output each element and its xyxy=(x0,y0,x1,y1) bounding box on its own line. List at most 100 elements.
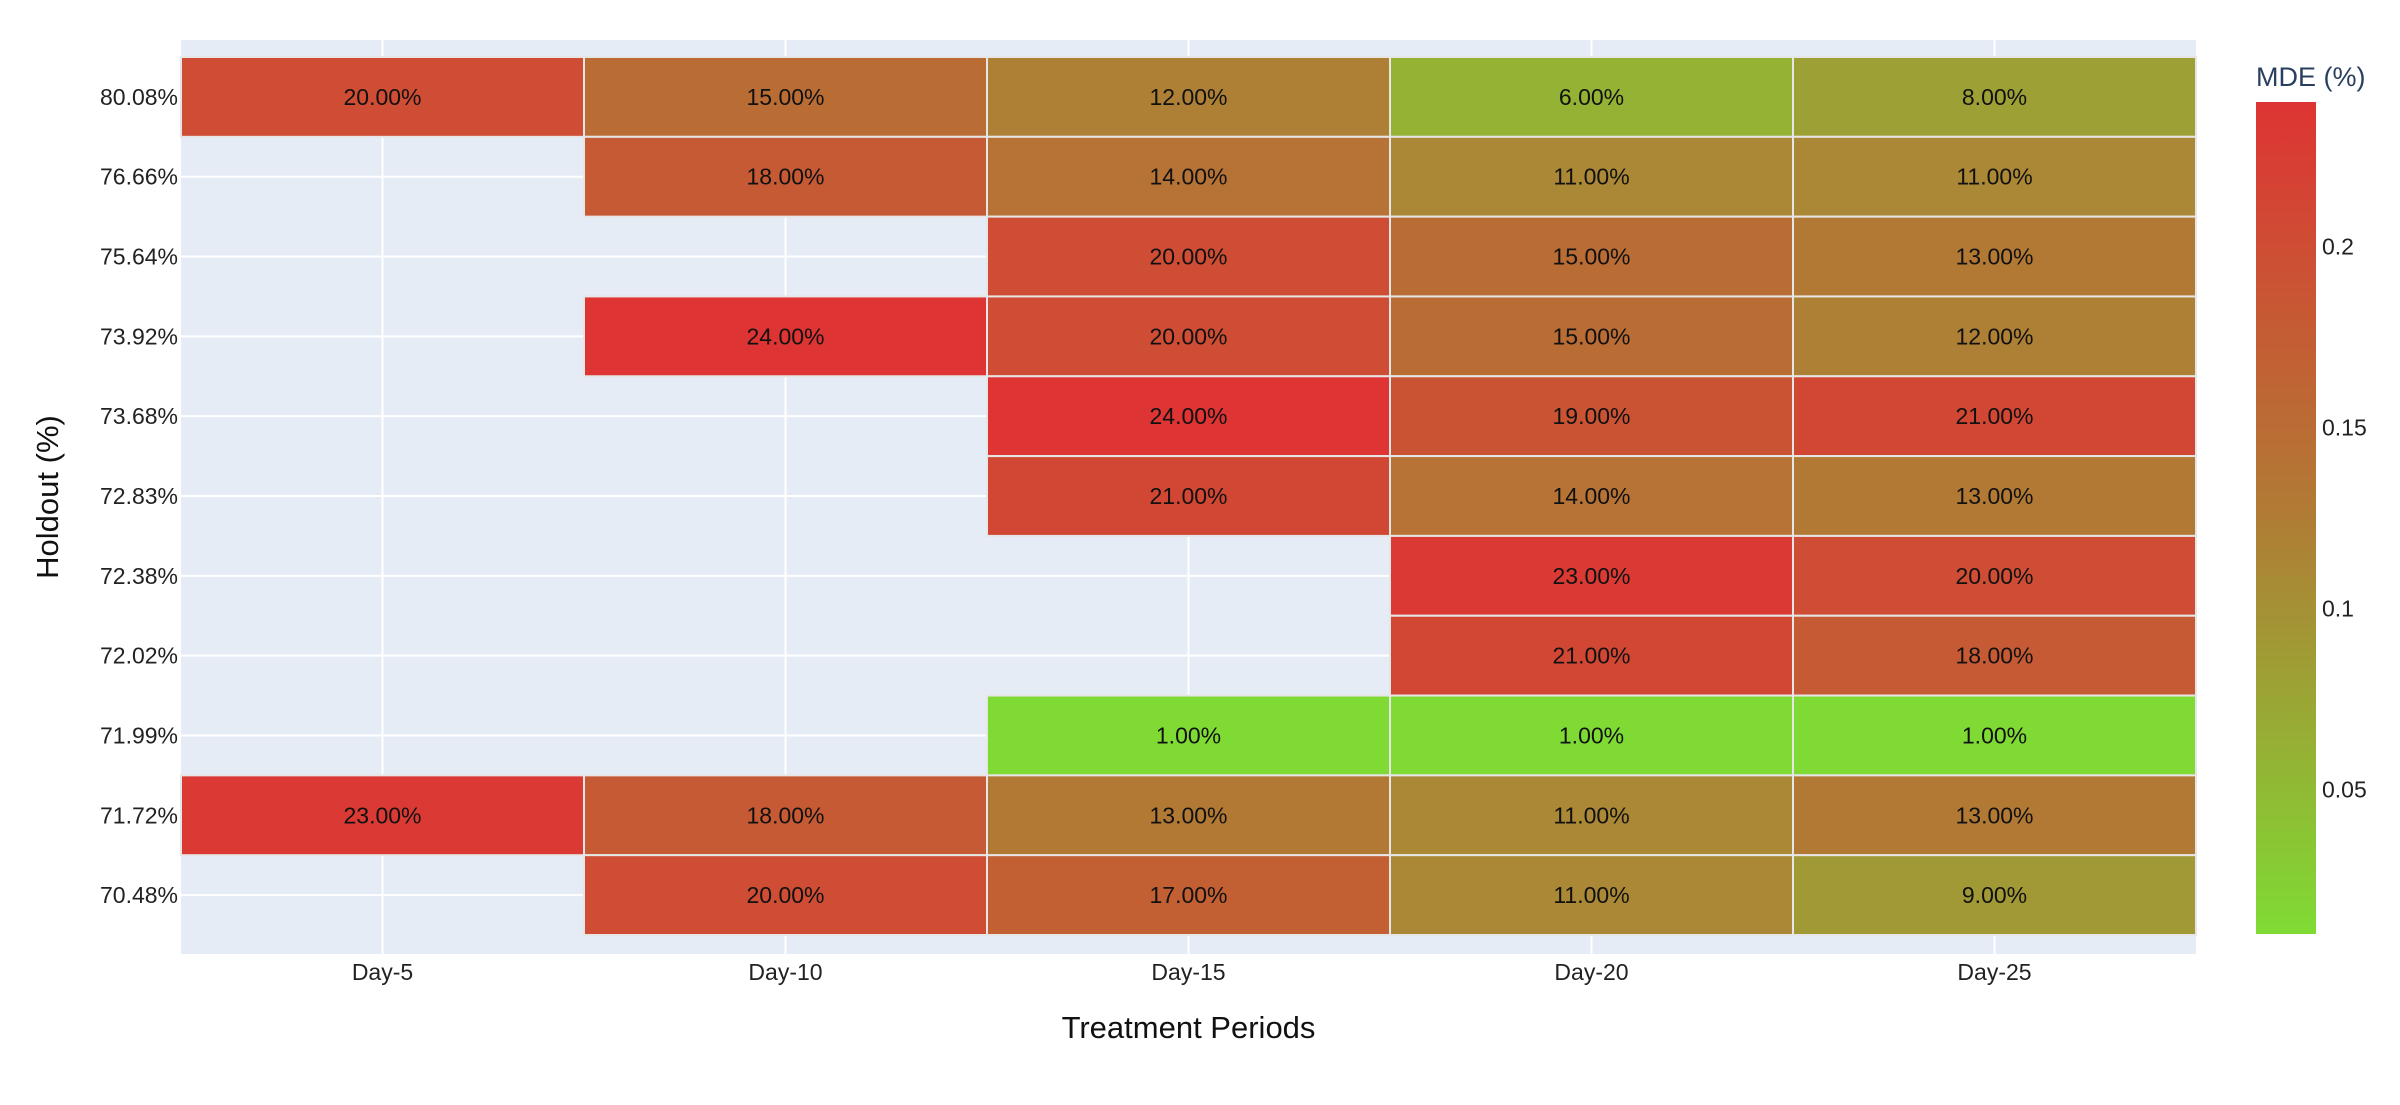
heatmap-cell xyxy=(1389,135,1794,218)
cell-value-label: 15.00% xyxy=(1552,323,1630,349)
heatmap-cell xyxy=(1792,694,2197,777)
cell-value-label: 20.00% xyxy=(1149,323,1227,349)
colorbar-tick-label: 0.1 xyxy=(2322,595,2354,621)
heatmap-cell xyxy=(1792,455,2197,537)
cell-value-label: 11.00% xyxy=(1553,164,1629,190)
y-tick-label: 72.83% xyxy=(100,483,178,509)
cell-value-label: 21.00% xyxy=(1552,643,1630,669)
heatmap-cell xyxy=(1792,295,2197,378)
heatmap-cell xyxy=(986,455,1391,537)
x-tick-label: Day-15 xyxy=(1151,959,1225,985)
heatmap-cell xyxy=(1792,375,2197,458)
cell-value-label: 14.00% xyxy=(1149,164,1227,190)
cell-value-label: 15.00% xyxy=(746,84,824,110)
heatmap-cell xyxy=(1792,215,2197,298)
heatmap-cell xyxy=(180,774,585,857)
heatmap-cell xyxy=(1792,135,2197,218)
cell-value-label: 20.00% xyxy=(1955,563,2033,589)
cell-value-label: 20.00% xyxy=(343,84,421,110)
cell-value-label: 24.00% xyxy=(1149,403,1227,429)
cell-value-label: 13.00% xyxy=(1955,244,2033,270)
cell-value-label: 12.00% xyxy=(1149,84,1227,110)
heatmap-cell xyxy=(1389,215,1794,298)
cell-labels: 20.00% 15.00% 12.00% 6.00% 8.00% 18.00% 14.00%… xyxy=(343,84,2033,908)
y-tick-label: 71.99% xyxy=(100,722,178,748)
cell-value-label: 23.00% xyxy=(1552,563,1630,589)
cell-value-label: 11.00% xyxy=(1956,164,2032,190)
heatmap-cell xyxy=(1389,375,1794,458)
heatmap-cell xyxy=(1389,56,1794,138)
cell-value-label: 21.00% xyxy=(1955,403,2033,429)
cell-value-label: 21.00% xyxy=(1149,483,1227,509)
colorbar xyxy=(2256,102,2316,934)
heatmap-cell xyxy=(1792,534,2197,617)
heatmap-cell xyxy=(583,854,988,937)
cell-value-label: 13.00% xyxy=(1955,483,2033,509)
heatmap-cell xyxy=(1389,295,1794,378)
heatmap-cells xyxy=(180,56,2197,937)
heatmap-cell xyxy=(1389,694,1794,777)
heatmap-cell xyxy=(986,56,1391,138)
heatmap-cell xyxy=(1389,455,1794,537)
cell-value-label: 13.00% xyxy=(1955,802,2033,828)
cell-value-label: 18.00% xyxy=(746,802,824,828)
heatmap-cell xyxy=(986,295,1391,378)
cell-value-label: 20.00% xyxy=(1149,244,1227,270)
x-axis-ticks: Day-5 Day-10 Day-15 Day-20 Day-25 xyxy=(352,959,2032,985)
cell-value-label: 18.00% xyxy=(1955,643,2033,669)
cell-value-label: 24.00% xyxy=(746,323,824,349)
cell-value-label: 14.00% xyxy=(1552,483,1630,509)
y-axis-title: Holdout (%) xyxy=(30,415,65,579)
heatmap-cell xyxy=(986,694,1391,777)
colorbar-tick-label: 0.05 xyxy=(2322,776,2367,802)
heatmap-cell xyxy=(1389,854,1794,937)
cell-value-label: 11.00% xyxy=(1553,882,1629,908)
y-tick-label: 73.68% xyxy=(100,403,178,429)
y-tick-label: 72.38% xyxy=(100,563,178,589)
heatmap-cell xyxy=(583,56,988,138)
cell-value-label: 1.00% xyxy=(1559,722,1624,748)
x-tick-label: Day-25 xyxy=(1957,959,2031,985)
colorbar-title: MDE (%) xyxy=(2256,62,2366,92)
heatmap-cell xyxy=(986,774,1391,857)
y-tick-label: 70.48% xyxy=(100,882,178,908)
heatmap-cell xyxy=(583,135,988,218)
y-tick-label: 80.08% xyxy=(100,84,178,110)
heatmap-cell xyxy=(180,56,585,138)
cell-value-label: 12.00% xyxy=(1955,323,2033,349)
colorbar-ticks: 0.05 0.1 0.15 0.2 xyxy=(2322,234,2367,803)
heatmap-cell xyxy=(1389,534,1794,617)
colorbar-tick-label: 0.15 xyxy=(2322,415,2367,441)
y-axis-ticks: 80.08% 76.66% 75.64% 73.92% 73.68% 72.83% 72.3… xyxy=(100,84,178,908)
cell-value-label: 20.00% xyxy=(746,882,824,908)
x-tick-label: Day-5 xyxy=(352,959,413,985)
cell-value-label: 23.00% xyxy=(343,802,421,828)
cell-value-label: 1.00% xyxy=(1962,722,2027,748)
heatmap-cell xyxy=(1792,774,2197,857)
cell-value-label: 17.00% xyxy=(1149,882,1227,908)
x-tick-label: Day-20 xyxy=(1554,959,1628,985)
cell-value-label: 15.00% xyxy=(1552,244,1630,270)
y-tick-label: 75.64% xyxy=(100,244,178,270)
cell-value-label: 1.00% xyxy=(1156,722,1221,748)
y-tick-label: 71.72% xyxy=(100,802,178,828)
cell-value-label: 11.00% xyxy=(1553,802,1629,828)
heatmap-cell xyxy=(1389,774,1794,857)
heatmap-cell xyxy=(1389,614,1794,697)
heatmap-cell xyxy=(986,135,1391,218)
cell-value-label: 8.00% xyxy=(1962,84,2027,110)
y-tick-label: 73.92% xyxy=(100,323,178,349)
colorbar-tick-label: 0.2 xyxy=(2322,234,2354,260)
x-tick-label: Day-10 xyxy=(748,959,822,985)
cell-value-label: 6.00% xyxy=(1559,84,1624,110)
heatmap-cell xyxy=(986,215,1391,298)
cell-value-label: 19.00% xyxy=(1552,403,1630,429)
heatmap-cell xyxy=(1792,854,2197,937)
heatmap-cell xyxy=(583,774,988,857)
y-tick-label: 72.02% xyxy=(100,643,178,669)
cell-value-label: 13.00% xyxy=(1149,802,1227,828)
y-tick-label: 76.66% xyxy=(100,164,178,190)
heatmap-cell xyxy=(1792,56,2197,138)
